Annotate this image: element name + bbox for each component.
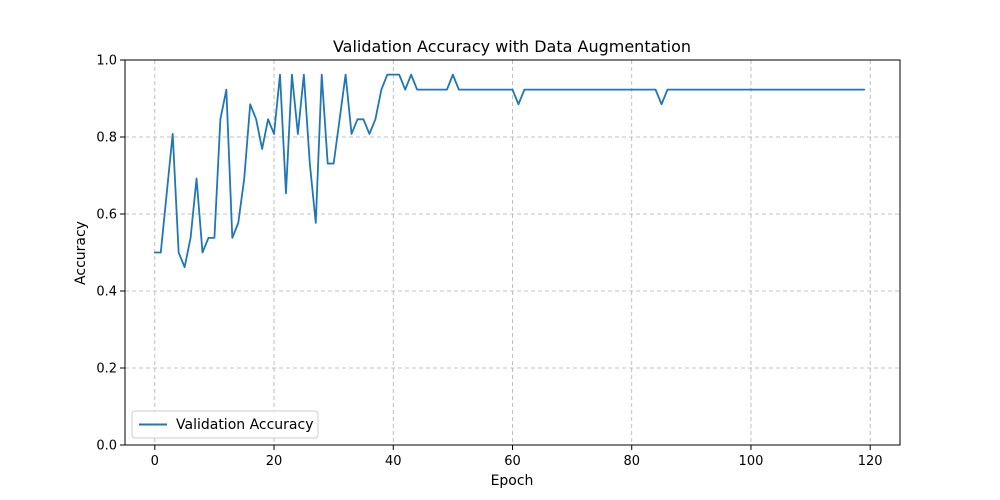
x-tick-label: 0 bbox=[151, 454, 159, 469]
x-tick-label: 100 bbox=[739, 454, 764, 469]
grid-layer bbox=[125, 59, 900, 446]
x-tick-label: 120 bbox=[858, 454, 883, 469]
y-tick-label: 0.2 bbox=[96, 362, 117, 377]
legend-box bbox=[131, 410, 319, 439]
legend: Validation Accuracy bbox=[131, 410, 319, 439]
legend-label: Validation Accuracy bbox=[176, 417, 314, 433]
x-tick-label: 80 bbox=[623, 454, 640, 469]
y-tick-label: 0.6 bbox=[96, 208, 117, 223]
chart-title: Validation Accuracy with Data Augmentati… bbox=[333, 37, 691, 56]
tick-layer: 0 20 40 60 80 100 120 0.0 0.2 0.4 0.6 0.8 1.0 bbox=[96, 54, 882, 470]
y-tick-label: 1.0 bbox=[96, 54, 117, 69]
x-tick-label: 20 bbox=[266, 454, 283, 469]
x-tick-label: 40 bbox=[385, 454, 402, 469]
y-tick-label: 0.4 bbox=[96, 285, 117, 300]
x-axis-label: Epoch bbox=[491, 473, 534, 489]
series-layer bbox=[153, 73, 866, 269]
y-tick-label: 0.0 bbox=[96, 439, 117, 454]
series-line-0 bbox=[153, 73, 866, 269]
y-axis-label: Accuracy bbox=[73, 221, 89, 285]
y-tick-label: 0.8 bbox=[96, 131, 117, 146]
x-tick-label: 60 bbox=[504, 454, 521, 469]
